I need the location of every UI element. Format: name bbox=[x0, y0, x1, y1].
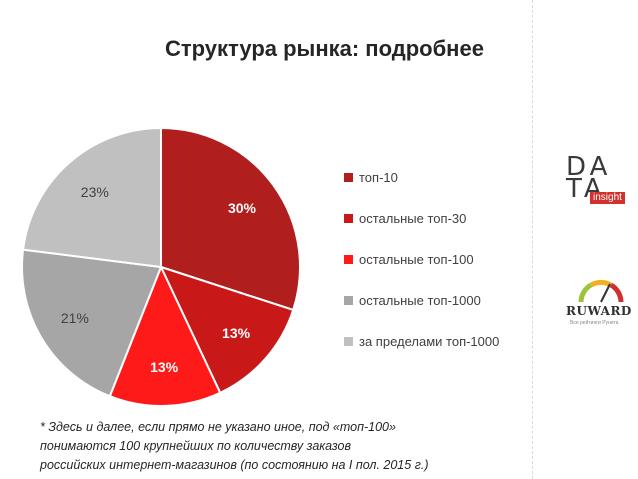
data-insight-logo-badge: insight bbox=[590, 192, 625, 204]
data-label-top-100: 13% bbox=[150, 359, 179, 375]
legend-label: остальные топ-30 bbox=[359, 211, 467, 226]
data-label-top-10: 30% bbox=[228, 200, 257, 216]
legend-swatch bbox=[344, 255, 353, 265]
legend-swatch bbox=[344, 337, 353, 347]
legend-item-top-30: остальные топ-30 bbox=[344, 211, 466, 226]
legend-label: топ-10 bbox=[359, 170, 398, 185]
footnote-line: российских интернет-магазинов (по состоя… bbox=[40, 458, 429, 472]
ruward-logo: RUWARD Все рейтинги Рунета bbox=[566, 274, 636, 334]
pie-slice-top-30 bbox=[159, 265, 295, 395]
divider-line bbox=[532, 0, 533, 479]
legend-item-outside-top-1000: за пределами топ-1000 bbox=[344, 334, 499, 349]
pie-slice-outside-top-1000 bbox=[21, 126, 162, 269]
pie-slice-top-1000 bbox=[21, 248, 163, 398]
pie-slice-top-10 bbox=[160, 126, 301, 312]
data-insight-logo-line1: DA bbox=[566, 152, 612, 182]
legend-swatch bbox=[344, 173, 353, 183]
legend-label: остальные топ-100 bbox=[359, 252, 474, 267]
footnote-line: понимаются 100 крупнейших по количеству … bbox=[40, 439, 351, 453]
ruward-logo-tagline: Все рейтинги Рунета bbox=[570, 320, 619, 326]
legend-item-top-100: остальные топ-100 bbox=[344, 252, 474, 267]
legend-label: за пределами топ-1000 bbox=[359, 334, 500, 349]
pie-chart: 30% 13% 13% 21% 23% bbox=[21, 126, 301, 407]
ruward-logo-name: RUWARD bbox=[566, 304, 632, 318]
data-label-top-30: 13% bbox=[222, 325, 251, 341]
pie-slice-top-100 bbox=[108, 264, 222, 407]
legend-item-top-1000: остальные топ-1000 bbox=[344, 293, 481, 308]
ruward-gauge-icon bbox=[578, 279, 624, 303]
footnote: * Здесь и далее, если прямо не указано и… bbox=[40, 418, 429, 475]
footnote-line: * Здесь и далее, если прямо не указано и… bbox=[40, 420, 396, 434]
legend-swatch bbox=[344, 214, 353, 224]
data-label-outside-top-1000: 23% bbox=[81, 184, 109, 200]
chart-title: Структура рынка: подробнее bbox=[165, 36, 484, 61]
legend-swatch bbox=[344, 296, 353, 306]
data-label-top-1000: 21% bbox=[61, 310, 89, 326]
legend-label: остальные топ-1000 bbox=[359, 293, 481, 308]
legend-item-top-10: топ-10 bbox=[344, 170, 398, 185]
data-insight-logo: DA TA insight bbox=[566, 152, 634, 208]
